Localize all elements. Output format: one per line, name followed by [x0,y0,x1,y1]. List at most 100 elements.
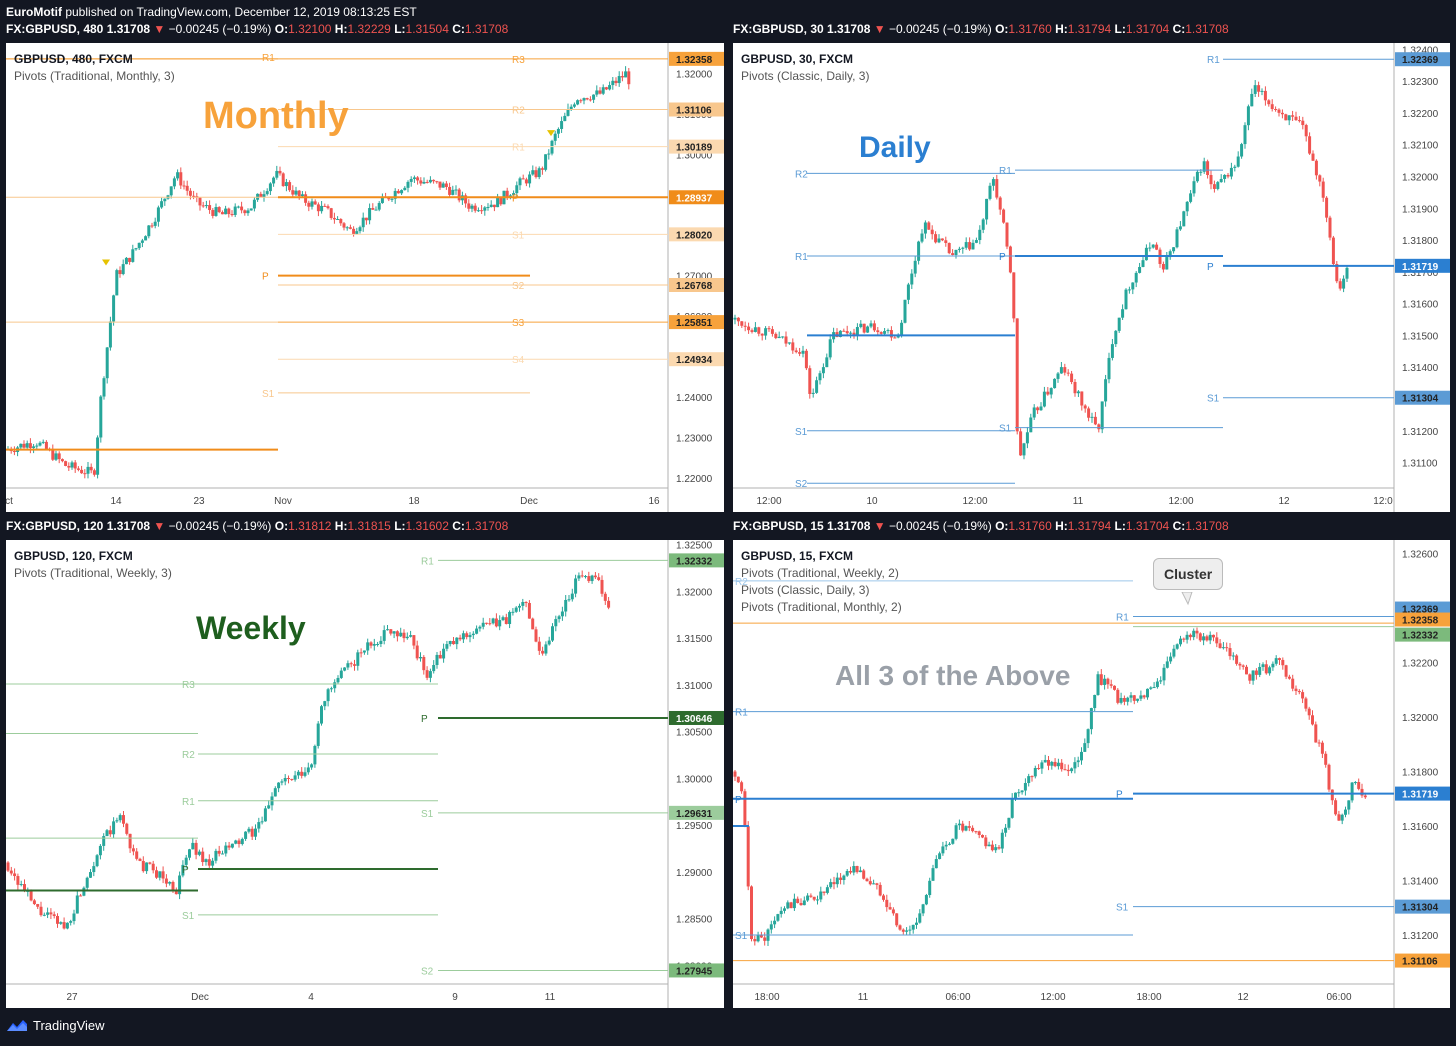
chart-symbol-title[interactable]: GBPUSD, 15, FXCM [741,549,854,563]
candle [262,190,266,202]
quote-line: FX:GBPUSD, 15 1.31708 ▼ −0.00245 (−0.19%… [733,519,1229,533]
pivot-label: R2 [735,577,748,588]
candle [361,212,365,232]
candle-body [858,870,862,873]
chart-symbol-title[interactable]: GBPUSD, 120, FXCM [14,549,133,563]
candle [941,841,945,856]
candle-body [359,652,363,654]
chart-symbol-title[interactable]: GBPUSD, 30, FXCM [741,52,854,66]
candle-body [138,858,142,861]
candle [362,650,366,655]
indicator-name[interactable]: Pivots (Classic, Daily, 3) [741,69,870,83]
tradingview-logo-icon[interactable] [6,1018,28,1035]
author-name[interactable]: EuroMotif [6,5,62,19]
candle [9,866,13,876]
footer-brand[interactable]: TradingView [33,1018,105,1033]
chart-panel-monthly[interactable]: 1.320001.310001.300001.290001.280001.270… [6,43,724,512]
candle-body [461,633,465,640]
candle-body [759,934,763,938]
candle [432,660,436,674]
candle [816,895,819,905]
candle-body [770,329,774,334]
pivot-label: S1 [182,911,195,922]
candle-body [875,883,879,885]
candle-body [1182,638,1186,640]
candle [147,225,151,239]
pivot-label: S4 [512,355,525,366]
pivot-label: R3 [182,680,195,691]
candle [756,931,760,943]
chart-panel-combined[interactable]: 1.326001.324001.322001.320001.318001.316… [733,540,1450,1008]
candle [928,877,932,898]
candle-body [1251,670,1255,681]
candle-body [917,241,921,261]
candle [409,176,413,187]
candle [359,648,363,658]
candle [1005,222,1009,250]
quote-h-label: H: [1055,22,1068,36]
candle [475,625,479,635]
candle [898,924,902,931]
candle [377,201,381,212]
indicator-name[interactable]: Pivots (Traditional, Monthly, 2) [741,600,902,614]
candle [806,893,810,902]
candle-body [201,851,205,863]
candle [265,188,269,196]
indicator-name[interactable]: Pivots (Classic, Daily, 3) [741,583,870,597]
candle-body [246,210,250,214]
candle [1251,670,1255,685]
candle-body [115,270,119,296]
quote-o-label: O: [995,519,1009,533]
candle [1287,674,1291,680]
candle [1039,402,1043,411]
candle-body [168,881,172,884]
candle [1066,764,1070,776]
candle [567,595,571,602]
candle [310,198,314,210]
candle [891,907,895,916]
candle-body [961,823,965,831]
indicator-name[interactable]: Pivots (Traditional, Weekly, 2) [741,566,899,580]
candle [445,640,449,652]
chart-panel-daily[interactable]: 1.32400 1.32300 1.32200 1.32100 1.32000 1.319… [733,43,1450,512]
candle [96,435,100,479]
candle [967,820,971,832]
candle-body [849,870,852,873]
candle [412,175,416,183]
candle [791,338,795,354]
candle [118,266,122,278]
candle-body [122,815,125,824]
candle-body [148,862,152,864]
candle [1345,266,1349,283]
indicator-name[interactable]: Pivots (Traditional, Weekly, 3) [14,566,172,580]
indicator-name[interactable]: Pivots (Traditional, Monthly, 3) [14,69,175,83]
candle [492,204,496,212]
candle-body [488,623,492,625]
price-tag-bg [1395,612,1450,627]
candle [1294,685,1298,695]
candle [792,893,796,911]
candle [951,838,955,845]
candle-body [52,914,56,916]
candle-body [825,887,829,893]
candle-body [921,904,925,914]
candle [1212,180,1216,193]
candle [1032,404,1036,420]
price-tag: 1.32358 [669,51,724,66]
candle [839,873,843,885]
candle [736,317,740,327]
candle-body [560,611,564,617]
candle [954,249,958,259]
candle [1297,116,1301,123]
candle [821,363,825,379]
chart-symbol-title[interactable]: GBPUSD, 480, FXCM [14,52,133,66]
quote-symbol: FX:GBPUSD, 480 [6,22,107,36]
candle [422,655,426,675]
candle [217,206,221,214]
candle-body [382,630,386,641]
candle-body [889,330,893,338]
candle-body [991,179,995,186]
chart-panel-weekly[interactable]: 1.32500 1.32000 1.31500 1.31000 1.30500 1.300… [6,540,724,1008]
candle [1263,86,1267,106]
candle [1107,352,1111,384]
